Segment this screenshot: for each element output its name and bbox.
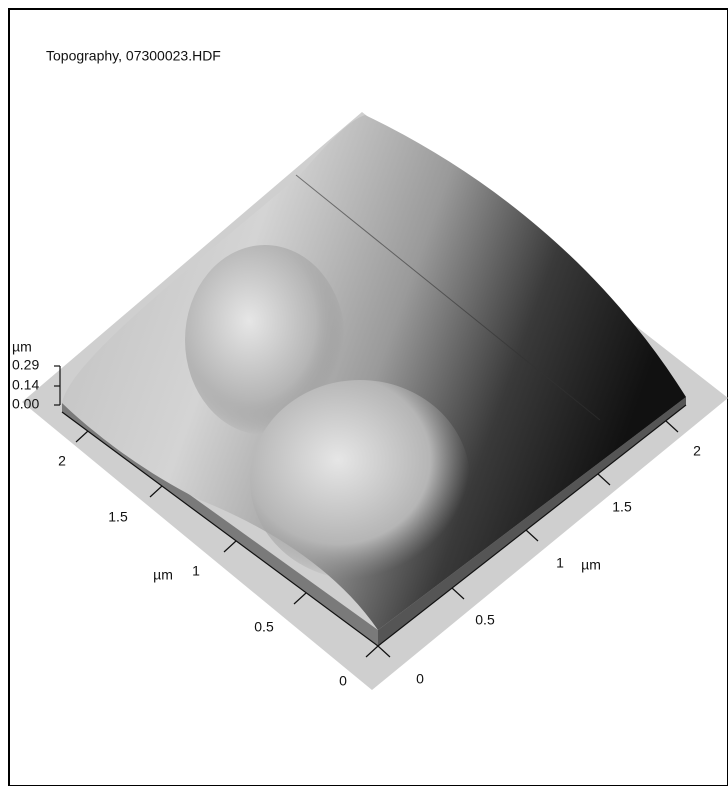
left-tick-label: 2 (58, 453, 66, 469)
left-tick-label: 1 (192, 563, 200, 579)
z-tick-label: 0.14 (12, 377, 39, 393)
left-tick-label: 0 (339, 673, 347, 689)
right-unit: µm (581, 557, 601, 573)
surface (62, 115, 686, 630)
z-tick-label: 0.00 (12, 396, 39, 412)
left-axis (61, 411, 379, 647)
right-tick-label: 0.5 (475, 612, 495, 628)
right-wall (378, 397, 686, 646)
left-tick-label: 1.5 (108, 509, 128, 525)
right-axis (377, 404, 687, 647)
right-tick-label: 1 (556, 555, 564, 571)
surface-feature (185, 245, 345, 435)
left-ticks (75, 420, 679, 658)
right-tick-label: 1.5 (612, 499, 632, 515)
left-unit: µm (153, 567, 173, 583)
right-tick-label: 2 (693, 443, 701, 459)
surface-feature (250, 380, 470, 580)
z-tick-label: 0.29 (12, 357, 39, 373)
title: Topography, 07300023.HDF (46, 48, 221, 64)
right-tick-label: 0 (416, 671, 424, 687)
left-tick-label: 0.5 (254, 619, 274, 635)
z-unit: µm (12, 339, 32, 355)
surface-line (295, 174, 601, 421)
